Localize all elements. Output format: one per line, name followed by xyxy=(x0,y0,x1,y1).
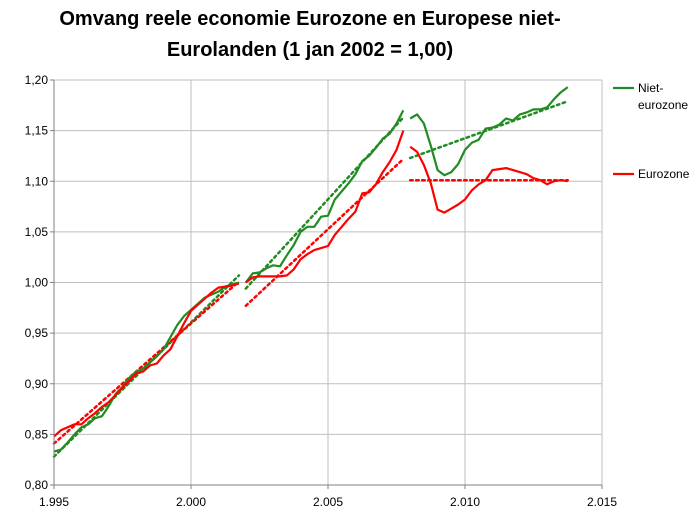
chart-title-line-2: Eurolanden (1 jan 2002 = 1,00) xyxy=(166,39,454,61)
legend-label: eurozone xyxy=(638,98,688,112)
y-tick-label: 1,00 xyxy=(25,276,49,290)
legend-label: Eurozone xyxy=(638,167,690,181)
y-tick-label: 1,05 xyxy=(25,225,49,239)
trendline-segment xyxy=(408,100,569,160)
series-line-segment xyxy=(53,282,240,438)
axes: 0,80 0,85 0,90 0,95 1,00 1,05 1,10 1,15 1,20 1.99… xyxy=(25,73,618,509)
chart-title-line-1: Omvang reele economie Eurozone en Europe… xyxy=(59,8,561,30)
y-tick-label: 1,10 xyxy=(25,174,49,188)
series-lines xyxy=(53,86,569,453)
trendline-segment xyxy=(52,280,241,445)
y-tick-label: 0,95 xyxy=(25,326,49,340)
trendlines xyxy=(52,100,569,458)
x-tick-label: 2.005 xyxy=(313,495,343,509)
x-tick-label: 2.000 xyxy=(176,495,206,509)
series-line-segment xyxy=(244,109,405,284)
chart-title: Omvang reele economie Eurozone en Europe… xyxy=(0,4,620,66)
y-tick-label: 1,20 xyxy=(25,73,49,87)
y-tick-label: 0,80 xyxy=(25,478,49,492)
series-line-segment xyxy=(245,130,405,284)
x-tick-label: 2.015 xyxy=(587,495,617,509)
legend: Niet-eurozone Eurozone xyxy=(613,81,690,181)
grid-lines xyxy=(53,79,603,486)
y-tick-label: 0,85 xyxy=(25,427,49,441)
y-tick-label: 0,90 xyxy=(25,377,49,391)
series-line-segment xyxy=(409,86,569,177)
x-tick-label: 2.010 xyxy=(450,495,480,509)
legend-label: Niet- xyxy=(638,81,663,95)
x-tick-label: 1.995 xyxy=(39,495,69,509)
series-line-segment xyxy=(409,145,568,214)
y-tick-label: 1,15 xyxy=(25,124,49,138)
